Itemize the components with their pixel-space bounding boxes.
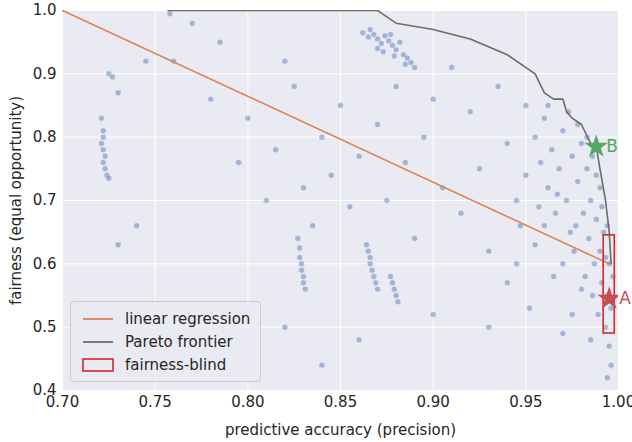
svg-text:0.75: 0.75 (138, 393, 171, 411)
svg-text:0.8: 0.8 (33, 128, 57, 146)
svg-text:0.85: 0.85 (324, 393, 357, 411)
html-text:linear regression: linear regression (125, 309, 251, 328)
svg-text:predictive accuracy (precision: predictive accuracy (precision) (225, 421, 456, 439)
svg-text:0.4: 0.4 (32, 381, 57, 400)
svg-text:0.6: 0.6 (33, 255, 57, 273)
svg-text:0.7: 0.7 (33, 191, 57, 209)
svg-text:0.70: 0.70 (46, 393, 79, 411)
svg-text:0.90: 0.90 (416, 393, 449, 411)
html-text:fairness-blind: fairness-blind (125, 355, 227, 374)
svg-text:0.80: 0.80 (231, 393, 264, 411)
svg-text:B: B (606, 136, 618, 156)
svg-text:0.9: 0.9 (33, 65, 57, 83)
svg-text:1.00: 1.00 (602, 393, 632, 411)
svg-text:0.5: 0.5 (33, 318, 57, 336)
svg-text:A: A (619, 288, 631, 308)
svg-text:0.95: 0.95 (509, 393, 542, 411)
svg-text:fairness (equal opportunity): fairness (equal opportunity) (7, 96, 25, 305)
svg-text:1.0: 1.0 (33, 1, 57, 19)
html-text:Pareto frontier: Pareto frontier (125, 332, 233, 351)
